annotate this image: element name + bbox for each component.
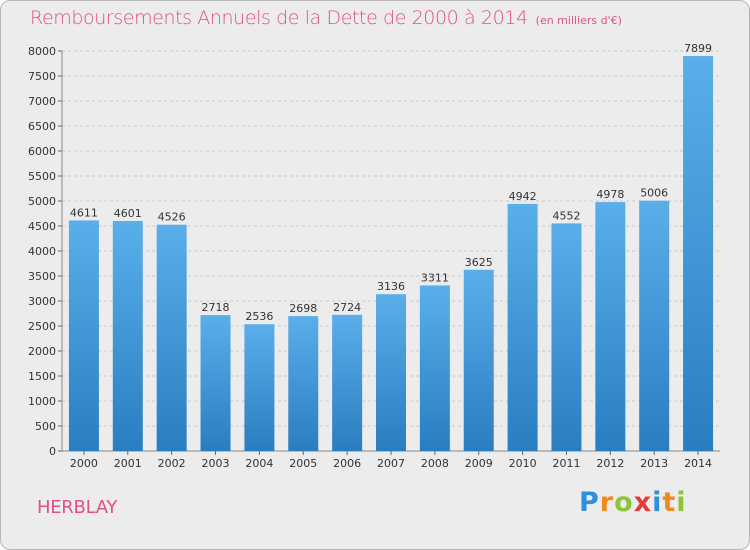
x-tick-label: 2014	[684, 457, 712, 470]
bar	[683, 56, 714, 452]
bar-value-label: 7899	[684, 42, 712, 55]
bar-value-label: 2718	[202, 301, 230, 314]
bar	[112, 220, 143, 451]
x-tick-label: 2000	[70, 457, 98, 470]
y-tick-label: 7500	[28, 70, 56, 83]
x-tick-label: 2012	[596, 457, 624, 470]
logo-letter: x	[633, 487, 653, 518]
bar	[68, 220, 99, 451]
logo-letter: P	[579, 487, 600, 518]
y-tick-label: 5500	[28, 170, 56, 183]
bar-value-label: 3625	[465, 256, 493, 269]
x-tick-label: 2003	[202, 457, 230, 470]
logo-letter: t	[662, 487, 677, 518]
bar	[419, 285, 450, 451]
chart-title: Remboursements Annuels de la Dette de 20…	[30, 7, 528, 29]
bar	[244, 324, 275, 451]
y-tick-label: 4000	[28, 245, 56, 258]
bar-value-label: 4526	[158, 211, 186, 224]
logo-letter: o	[614, 487, 634, 518]
x-tick-label: 2001	[114, 457, 142, 470]
x-tick-label: 2011	[552, 457, 580, 470]
bar-value-label: 3311	[421, 271, 449, 284]
y-tick-label: 7000	[28, 95, 56, 108]
y-tick-label: 500	[35, 420, 56, 433]
city-name: HERBLAY	[37, 497, 118, 518]
x-tick-label: 2009	[465, 457, 493, 470]
bar	[156, 224, 187, 451]
proxiti-logo: Proxiti	[579, 487, 687, 518]
y-tick-label: 3000	[28, 295, 56, 308]
logo-letter: i	[676, 487, 687, 518]
bar	[551, 223, 582, 451]
bar-value-label: 5006	[640, 187, 668, 200]
y-tick-label: 3500	[28, 270, 56, 283]
y-tick-label: 4500	[28, 220, 56, 233]
bar	[507, 203, 538, 451]
chart-title-block: Remboursements Annuels de la Dette de 20…	[30, 7, 622, 29]
bar-value-label: 4611	[70, 206, 98, 219]
y-tick-label: 2000	[28, 345, 56, 358]
y-tick-label: 1500	[28, 370, 56, 383]
bar-value-label: 4942	[509, 190, 537, 203]
bar	[332, 314, 363, 451]
bar	[463, 269, 494, 451]
chart-subtitle: (en milliers d'€)	[535, 14, 622, 27]
bar	[639, 200, 670, 451]
bar-value-label: 4552	[552, 209, 580, 222]
logo-letter: r	[599, 487, 615, 518]
x-tick-label: 2008	[421, 457, 449, 470]
logo-letter: i	[652, 487, 663, 518]
bar-value-label: 4601	[114, 207, 142, 220]
bar-value-label: 3136	[377, 280, 405, 293]
x-tick-label: 2006	[333, 457, 361, 470]
bar-value-label: 2536	[245, 310, 273, 323]
x-tick-label: 2002	[158, 457, 186, 470]
x-tick-label: 2013	[640, 457, 668, 470]
bar	[200, 315, 231, 451]
bar	[595, 202, 626, 451]
y-tick-label: 8000	[28, 45, 56, 58]
x-tick-label: 2010	[509, 457, 537, 470]
y-tick-label: 0	[49, 445, 56, 458]
y-tick-label: 5000	[28, 195, 56, 208]
y-tick-label: 6000	[28, 145, 56, 158]
x-tick-label: 2007	[377, 457, 405, 470]
y-tick-label: 2500	[28, 320, 56, 333]
bar	[288, 316, 319, 451]
x-tick-label: 2005	[289, 457, 317, 470]
bar-value-label: 2724	[333, 301, 361, 314]
bar-value-label: 2698	[289, 302, 317, 315]
bar	[376, 294, 406, 451]
y-tick-label: 6500	[28, 120, 56, 133]
y-tick-label: 1000	[28, 395, 56, 408]
bar-value-label: 4978	[596, 188, 624, 201]
x-tick-label: 2004	[245, 457, 273, 470]
